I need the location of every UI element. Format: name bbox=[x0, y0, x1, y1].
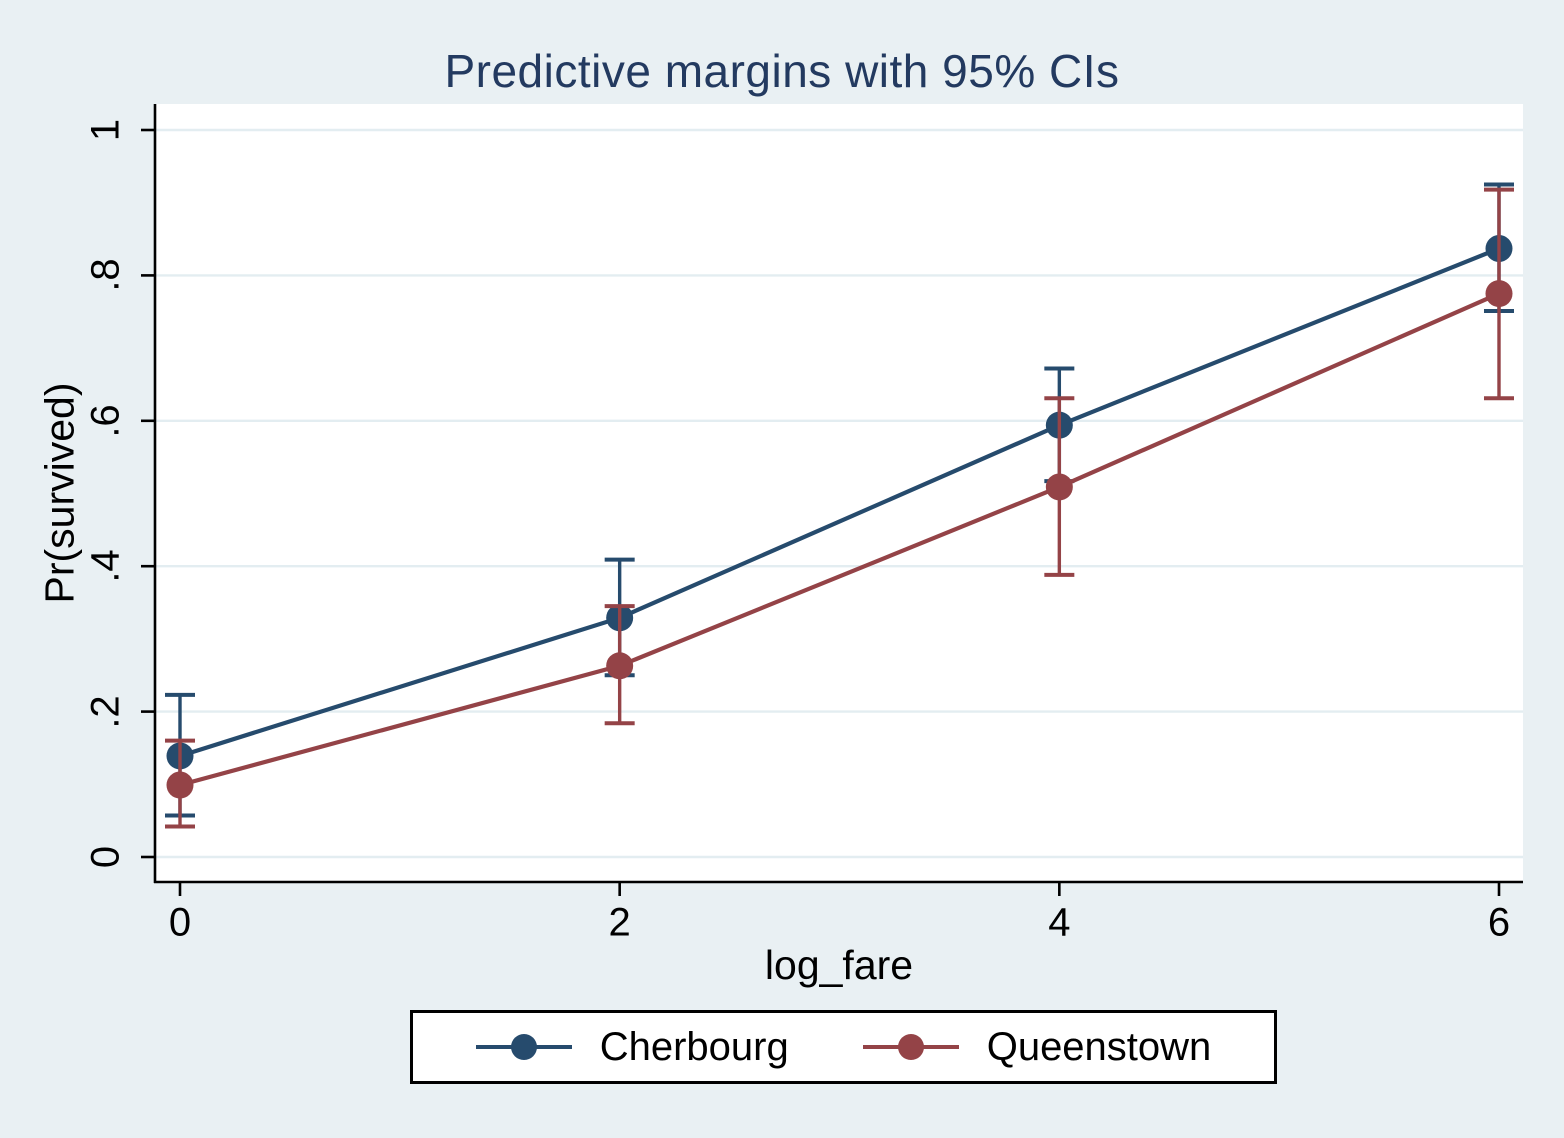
y-axis-title: Pr(survived) bbox=[36, 382, 83, 604]
y-tick-label: 0 bbox=[83, 845, 128, 869]
chart-title: Predictive margins with 95% CIs bbox=[444, 45, 1120, 97]
legend-label: Cherbourg bbox=[599, 1024, 789, 1069]
legend-entry-cherbourg: Cherbourg bbox=[475, 1024, 789, 1070]
y-tick-label: .8 bbox=[83, 258, 128, 293]
legend-label: Queenstown bbox=[986, 1024, 1212, 1069]
x-axis-title: log_fare bbox=[764, 942, 914, 988]
legend: Cherbourg Queenstown bbox=[410, 1010, 1277, 1084]
x-tick-label: 4 bbox=[1048, 900, 1071, 945]
y-tick-label: .6 bbox=[83, 404, 128, 438]
legend-symbol bbox=[475, 1033, 572, 1061]
circle-marker-icon bbox=[897, 1034, 924, 1060]
x-tick-label: 6 bbox=[1487, 900, 1511, 945]
y-tick-label: .2 bbox=[83, 694, 128, 729]
y-tick-label: .4 bbox=[83, 549, 128, 583]
x-tick-label: 0 bbox=[168, 900, 192, 945]
circle-marker-icon bbox=[510, 1034, 537, 1060]
x-tick-label: 2 bbox=[608, 900, 631, 945]
y-tick-label: 1 bbox=[83, 118, 128, 142]
legend-entry-queenstown: Queenstown bbox=[862, 1024, 1212, 1070]
legend-symbol bbox=[862, 1033, 959, 1061]
